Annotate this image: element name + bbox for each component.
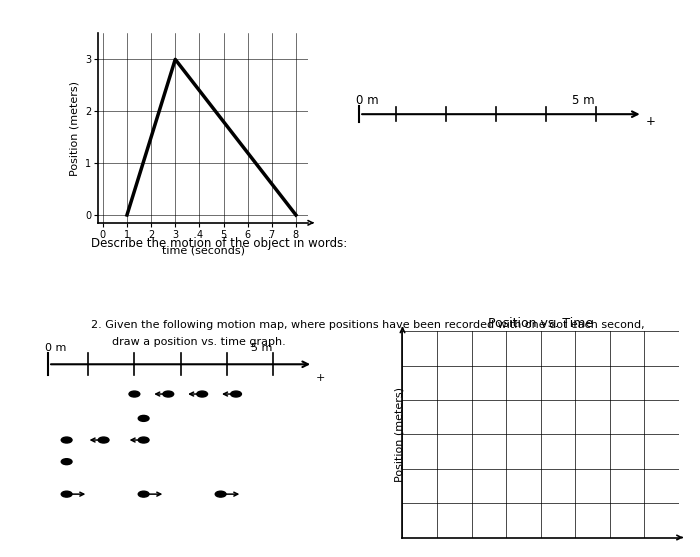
Ellipse shape	[129, 391, 140, 397]
Ellipse shape	[139, 416, 149, 421]
Ellipse shape	[163, 391, 174, 397]
Text: draw a position vs. time graph.: draw a position vs. time graph.	[91, 337, 286, 347]
Ellipse shape	[231, 391, 241, 397]
Y-axis label: Position (meters): Position (meters)	[69, 81, 79, 175]
Ellipse shape	[62, 491, 72, 497]
Ellipse shape	[98, 437, 109, 443]
Text: 0 m: 0 m	[45, 343, 66, 353]
Ellipse shape	[139, 491, 149, 497]
Text: Describe the motion of the object in words:: Describe the motion of the object in wor…	[91, 237, 347, 250]
Text: 2. Given the following motion map, where positions have been recorded with one d: 2. Given the following motion map, where…	[91, 320, 645, 330]
Text: +: +	[316, 373, 326, 383]
Text: 0 m: 0 m	[356, 94, 379, 107]
Text: 5 m: 5 m	[572, 94, 594, 107]
Text: 5 m: 5 m	[251, 343, 273, 353]
Ellipse shape	[62, 459, 72, 465]
Ellipse shape	[197, 391, 207, 397]
Title: Position vs. Time: Position vs. Time	[488, 317, 594, 330]
Ellipse shape	[139, 437, 149, 443]
Text: +: +	[645, 115, 656, 129]
Ellipse shape	[216, 491, 226, 497]
Ellipse shape	[62, 437, 72, 443]
Y-axis label: Position (meters): Position (meters)	[395, 387, 405, 482]
X-axis label: time (seconds): time (seconds)	[162, 245, 244, 255]
